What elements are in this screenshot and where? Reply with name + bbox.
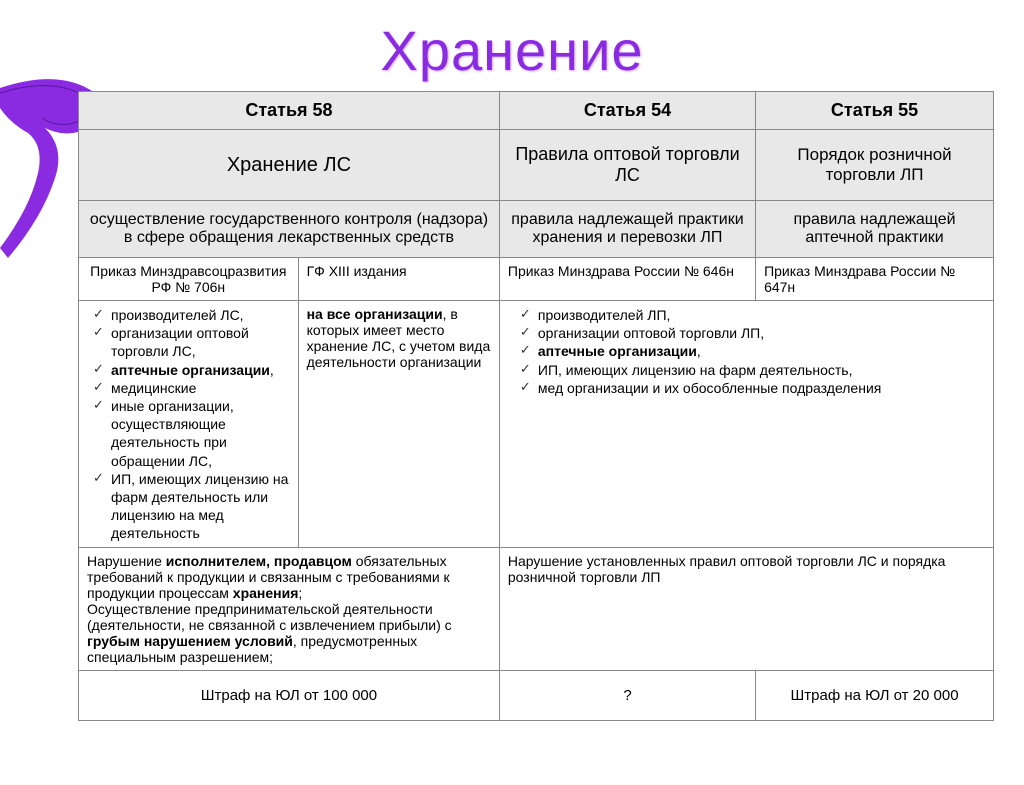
list-item: аптечные организации,: [518, 342, 985, 360]
order-647n: Приказ Минздрава России № 647н: [756, 258, 994, 301]
list-item: мед организации и их обособленные подраз…: [518, 379, 985, 397]
penalty-20000: Штраф на ЮЛ от 20 000: [756, 671, 994, 721]
subheader-retail: Порядок розничной торговли ЛП: [756, 130, 994, 201]
order-646n: Приказ Минздрава России № 646н: [499, 258, 755, 301]
desc-state-control: осуществление государственного контроля …: [79, 201, 500, 258]
list-item: иные организации, осуществляющие деятель…: [91, 397, 290, 470]
violation-text-1: Нарушение исполнителем, продавцом обязат…: [79, 548, 500, 671]
gf-13: ГФ XIII издания: [298, 258, 499, 301]
list-item: аптечные организации,: [91, 361, 290, 379]
list-item: организации оптовой торговли ЛП,: [518, 324, 985, 342]
applies-to-list-1: производителей ЛС, организации оптовой т…: [79, 301, 299, 548]
list-item: ИП, имеющих лицензию на фарм деятельност…: [91, 470, 290, 543]
desc-pharmacy-practice: правила надлежащей аптечной практики: [756, 201, 994, 258]
applies-to-list-2: производителей ЛП, организации оптовой т…: [499, 301, 993, 548]
list-item: производителей ЛС,: [91, 306, 290, 324]
page-title: Хранение: [0, 18, 1024, 83]
subheader-storage: Хранение ЛС: [79, 130, 500, 201]
penalty-unknown: ?: [499, 671, 755, 721]
subheader-wholesale: Правила оптовой торговли ЛС: [499, 130, 755, 201]
list-item: медицинские: [91, 379, 290, 397]
list-item: ИП, имеющих лицензию на фарм деятельност…: [518, 361, 985, 379]
list-item: организации оптовой торговли ЛС,: [91, 324, 290, 360]
violation-text-2: Нарушение установленных правил оптовой т…: [499, 548, 993, 671]
order-706n: Приказ Минздравсоцразвития РФ № 706н: [79, 258, 299, 301]
penalty-100000: Штраф на ЮЛ от 100 000: [79, 671, 500, 721]
header-article-55: Статья 55: [756, 92, 994, 130]
list-item: производителей ЛП,: [518, 306, 985, 324]
storage-table: Статья 58 Статья 54 Статья 55 Хранение Л…: [78, 91, 994, 721]
header-article-58: Статья 58: [79, 92, 500, 130]
desc-storage-practice: правила надлежащей практики хранения и п…: [499, 201, 755, 258]
header-article-54: Статья 54: [499, 92, 755, 130]
applies-to-all-orgs: на все организации, в которых имеет мест…: [298, 301, 499, 548]
